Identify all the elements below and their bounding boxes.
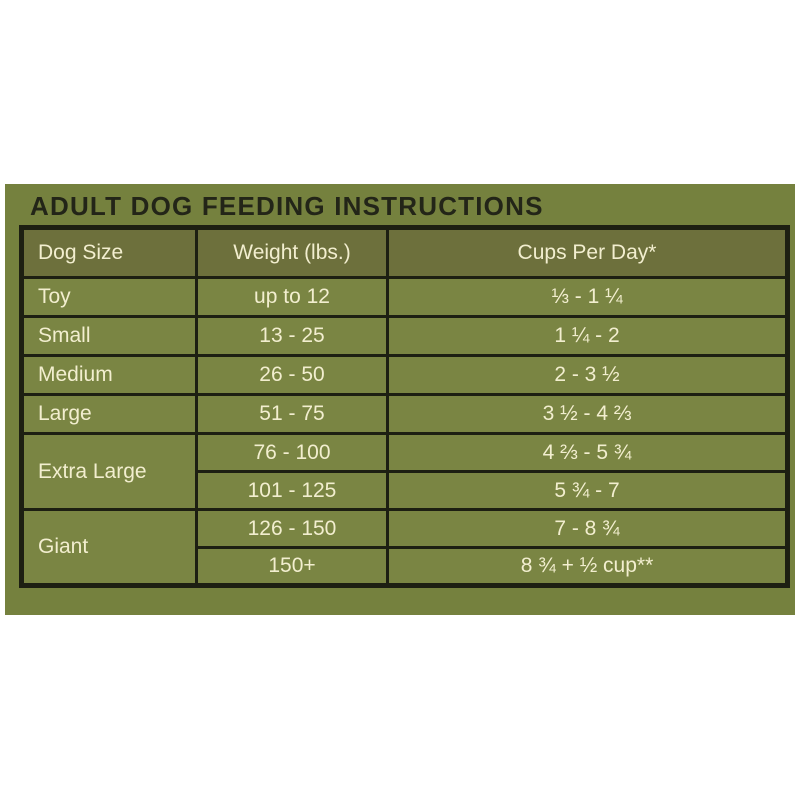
feeding-table: Dog Size Weight (lbs.) Cups Per Day* Toy… (19, 225, 790, 588)
col-header-dog-size: Dog Size (20, 226, 198, 279)
header-row: Dog Size Weight (lbs.) Cups Per Day* (20, 226, 789, 279)
cups-cell: 1 ¼ - 2 (386, 315, 789, 357)
table-row-small: Small 13 - 25 1 ¼ - 2 (20, 315, 789, 357)
weight-cell: 51 - 75 (195, 393, 389, 435)
table-row-giant: Giant 126 - 150 7 - 8 ¾ (20, 508, 789, 587)
cups-cell: 4 ⅔ - 5 ¾ (386, 432, 789, 473)
table-row-toy: Toy up to 12 ⅓ - 1 ¼ (20, 276, 789, 318)
cups-cell: 3 ½ - 4 ⅔ (386, 393, 789, 435)
weight-cell: 26 - 50 (195, 354, 389, 396)
col-header-weight: Weight (lbs.) (195, 226, 389, 279)
dog-size-cell: Large (20, 393, 198, 435)
cups-cell: 8 ¾ + ½ cup** (386, 546, 789, 587)
col-header-cups: Cups Per Day* (386, 226, 789, 279)
cups-cell: 2 - 3 ½ (386, 354, 789, 396)
dog-size-cell: Extra Large (20, 432, 198, 511)
dog-size-cell: Small (20, 315, 198, 357)
dog-size-cell: Toy (20, 276, 198, 318)
weight-cell: 101 - 125 (195, 470, 389, 511)
dog-size-cell: Medium (20, 354, 198, 396)
table-row-large: Large 51 - 75 3 ½ - 4 ⅔ (20, 393, 789, 435)
weight-cell: up to 12 (195, 276, 389, 318)
table-row-extra-large-2: 101 - 125 5 ¾ - 7 (22, 470, 789, 511)
weight-cell: 13 - 25 (195, 315, 389, 357)
cups-cell: ⅓ - 1 ¼ (386, 276, 789, 318)
table-row-extra-large: Extra Large 76 - 100 4 ⅔ - 5 ¾ (20, 432, 789, 511)
dog-size-cell: Giant (20, 508, 198, 587)
chart-title: ADULT DOG FEEDING INSTRUCTIONS (30, 191, 544, 221)
weight-cell: 126 - 150 (195, 508, 389, 549)
table-row-medium: Medium 26 - 50 2 - 3 ½ (20, 354, 789, 396)
weight-cell: 76 - 100 (195, 432, 389, 473)
feeding-chart-panel: ADULT DOG FEEDING INSTRUCTIONS Dog Size … (5, 184, 795, 615)
cups-cell: 5 ¾ - 7 (386, 470, 789, 511)
weight-cell: 150+ (195, 546, 389, 587)
cups-cell: 7 - 8 ¾ (386, 508, 789, 549)
table-row-giant-2: 150+ 8 ¾ + ½ cup** (22, 546, 789, 587)
